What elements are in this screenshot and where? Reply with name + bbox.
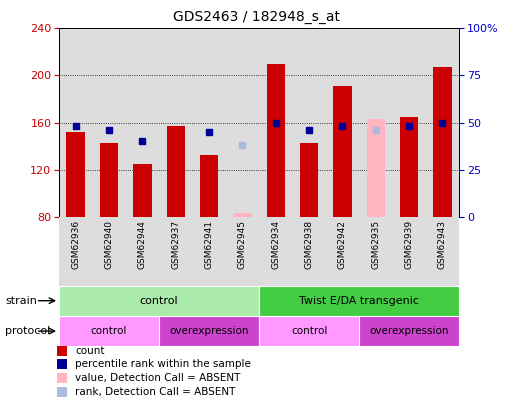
Text: GDS2463 / 182948_s_at: GDS2463 / 182948_s_at bbox=[173, 10, 340, 24]
Bar bbox=[300, 143, 318, 217]
Text: control: control bbox=[291, 326, 327, 336]
Text: GSM62934: GSM62934 bbox=[271, 220, 280, 269]
Bar bbox=[400, 117, 418, 217]
Text: overexpression: overexpression bbox=[169, 326, 249, 336]
Bar bbox=[57, 359, 67, 369]
Text: Twist E/DA transgenic: Twist E/DA transgenic bbox=[299, 296, 419, 306]
Text: percentile rank within the sample: percentile rank within the sample bbox=[75, 359, 251, 369]
Text: GSM62940: GSM62940 bbox=[105, 220, 113, 269]
Text: count: count bbox=[75, 346, 105, 356]
Text: GSM62937: GSM62937 bbox=[171, 220, 180, 269]
Bar bbox=[92, 28, 126, 217]
Bar bbox=[426, 28, 459, 217]
Bar bbox=[159, 316, 259, 346]
Bar bbox=[259, 286, 459, 316]
Bar bbox=[167, 126, 185, 217]
Text: strain: strain bbox=[5, 296, 37, 306]
Bar bbox=[426, 217, 459, 286]
Bar bbox=[59, 217, 92, 286]
Text: value, Detection Call = ABSENT: value, Detection Call = ABSENT bbox=[75, 373, 241, 383]
Bar bbox=[333, 86, 351, 217]
Text: GSM62936: GSM62936 bbox=[71, 220, 80, 269]
Bar bbox=[59, 316, 159, 346]
Text: GSM62939: GSM62939 bbox=[405, 220, 413, 269]
Text: overexpression: overexpression bbox=[369, 326, 449, 336]
Bar bbox=[226, 28, 259, 217]
Bar bbox=[200, 156, 218, 217]
Bar bbox=[159, 28, 192, 217]
Bar bbox=[259, 316, 359, 346]
Bar bbox=[133, 164, 151, 217]
Bar bbox=[159, 217, 192, 286]
Bar bbox=[92, 217, 126, 286]
Bar bbox=[59, 286, 259, 316]
Bar bbox=[292, 28, 326, 217]
Bar bbox=[100, 143, 118, 217]
Text: GSM62942: GSM62942 bbox=[338, 220, 347, 269]
Bar bbox=[326, 28, 359, 217]
Text: control: control bbox=[140, 296, 179, 306]
Bar bbox=[233, 213, 251, 217]
Text: rank, Detection Call = ABSENT: rank, Detection Call = ABSENT bbox=[75, 387, 236, 396]
Bar bbox=[433, 67, 451, 217]
Bar bbox=[192, 217, 226, 286]
Bar bbox=[359, 316, 459, 346]
Text: GSM62943: GSM62943 bbox=[438, 220, 447, 269]
Text: GSM62935: GSM62935 bbox=[371, 220, 380, 269]
Text: GSM62938: GSM62938 bbox=[305, 220, 313, 269]
Text: control: control bbox=[91, 326, 127, 336]
Bar bbox=[367, 119, 385, 217]
Bar bbox=[67, 132, 85, 217]
Bar bbox=[392, 28, 426, 217]
Bar bbox=[57, 373, 67, 383]
Bar bbox=[226, 217, 259, 286]
Bar bbox=[57, 346, 67, 356]
Bar bbox=[292, 217, 326, 286]
Text: protocol: protocol bbox=[5, 326, 50, 336]
Bar bbox=[59, 28, 92, 217]
Bar bbox=[392, 217, 426, 286]
Bar bbox=[359, 217, 392, 286]
Bar bbox=[126, 28, 159, 217]
Bar bbox=[259, 217, 292, 286]
Text: GSM62944: GSM62944 bbox=[138, 220, 147, 269]
Bar bbox=[192, 28, 226, 217]
Text: GSM62945: GSM62945 bbox=[238, 220, 247, 269]
Bar bbox=[359, 28, 392, 217]
Bar bbox=[267, 64, 285, 217]
Bar bbox=[259, 28, 292, 217]
Text: GSM62941: GSM62941 bbox=[205, 220, 213, 269]
Bar bbox=[326, 217, 359, 286]
Bar bbox=[57, 387, 67, 396]
Bar bbox=[126, 217, 159, 286]
